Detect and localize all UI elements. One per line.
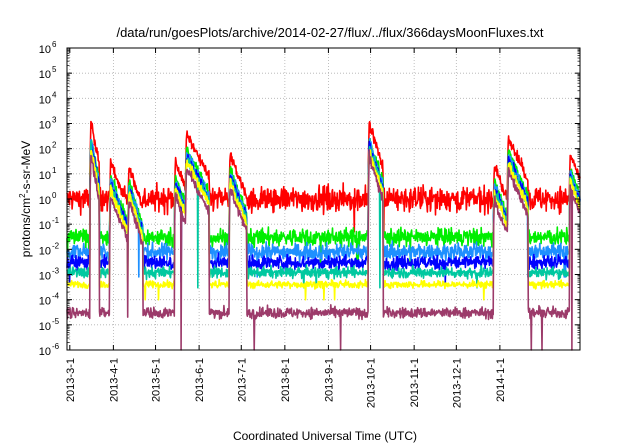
y-tick-label: 10 bbox=[39, 220, 51, 232]
y-tick-label: 10 bbox=[39, 120, 51, 132]
y-tick-base: 10 bbox=[39, 296, 51, 308]
x-tick-label: 2013-12-1 bbox=[451, 358, 463, 408]
x-tick-label: 2013-7-1 bbox=[236, 358, 248, 402]
y-tick-label: 10 bbox=[39, 271, 51, 283]
y-tick-exponent: 4 bbox=[52, 90, 57, 99]
x-tick-label: 2013-8-1 bbox=[280, 358, 292, 402]
y-tick-base: 10 bbox=[39, 69, 51, 81]
y-tick-base: 10 bbox=[39, 44, 51, 56]
x-tick-label: 2013-9-1 bbox=[323, 358, 335, 402]
y-tick-exponent: 5 bbox=[52, 65, 57, 74]
y-tick-base: 10 bbox=[39, 271, 51, 283]
x-tick-label: 2013-5-1 bbox=[151, 358, 163, 402]
x-tick-label: 2013-4-1 bbox=[108, 358, 120, 402]
y-axis-label-pre: protons/cm bbox=[19, 198, 33, 257]
y-tick-label: 10 bbox=[39, 145, 51, 157]
x-tick-label: 2013-10-1 bbox=[366, 358, 378, 408]
y-tick-base: 10 bbox=[39, 145, 51, 157]
y-tick-base: 10 bbox=[39, 170, 51, 182]
y-axis-label-sup: 2 bbox=[18, 193, 27, 198]
y-tick-label: 10 bbox=[39, 346, 51, 358]
x-tick-label: 2013-6-1 bbox=[194, 358, 206, 402]
y-tick-label: 10 bbox=[39, 69, 51, 81]
y-tick-label: 10 bbox=[39, 296, 51, 308]
y-tick-exponent: 3 bbox=[52, 116, 57, 125]
y-tick-base: 10 bbox=[39, 321, 51, 333]
y-tick-base: 10 bbox=[39, 120, 51, 132]
x-tick-label: 2013-3-1 bbox=[65, 358, 77, 402]
y-tick-exponent: 0 bbox=[52, 191, 57, 200]
y-tick-label: 10 bbox=[39, 94, 51, 106]
series-line-6 bbox=[66, 149, 581, 351]
y-tick-exponent: -1 bbox=[52, 216, 60, 225]
y-tick-label: 10 bbox=[39, 245, 51, 257]
series-line-2 bbox=[66, 137, 581, 278]
series-line-5 bbox=[66, 149, 581, 301]
x-axis: 2013-3-1 2013-4-1 2013-5-1 2013-6-1 2013-7-1… bbox=[65, 48, 507, 408]
x-tick-label: 2014-1-1 bbox=[495, 358, 507, 402]
y-axis-label: protons/cm2-s-sr-MeV bbox=[18, 141, 33, 257]
y-tick-exponent: -4 bbox=[52, 292, 60, 301]
series-group bbox=[66, 120, 581, 351]
y-axis-label-post: -s-sr-MeV bbox=[19, 141, 33, 194]
y-tick-exponent: -6 bbox=[52, 342, 60, 351]
plot-area bbox=[66, 47, 581, 351]
x-tick-label: 2013-11-1 bbox=[409, 358, 421, 407]
y-tick-exponent: -2 bbox=[52, 241, 60, 250]
y-tick-exponent: -3 bbox=[52, 267, 60, 276]
y-tick-base: 10 bbox=[39, 94, 51, 106]
chart-title: /data/run/goesPlots/archive/2014-02-27/f… bbox=[116, 25, 543, 40]
y-tick-exponent: -5 bbox=[52, 317, 60, 326]
y-tick-exponent: 6 bbox=[52, 40, 57, 49]
x-axis-label: Coordinated Universal Time (UTC) bbox=[233, 429, 417, 443]
y-tick-label: 10 bbox=[39, 44, 51, 56]
series-line-0 bbox=[66, 120, 581, 233]
y-tick-exponent: 1 bbox=[52, 166, 57, 175]
y-tick-label: 10 bbox=[39, 195, 51, 207]
y-tick-base: 10 bbox=[39, 245, 51, 257]
y-tick-base: 10 bbox=[39, 346, 51, 358]
y-tick-label: 10 bbox=[39, 170, 51, 182]
y-axis: 10 -610 -510 -410 -310 -210 -110 010 110 210 310 41… bbox=[39, 40, 580, 358]
y-tick-exponent: 2 bbox=[52, 141, 57, 150]
y-tick-label: 10 bbox=[39, 321, 51, 333]
y-tick-base: 10 bbox=[39, 220, 51, 232]
y-tick-base: 10 bbox=[39, 195, 51, 207]
